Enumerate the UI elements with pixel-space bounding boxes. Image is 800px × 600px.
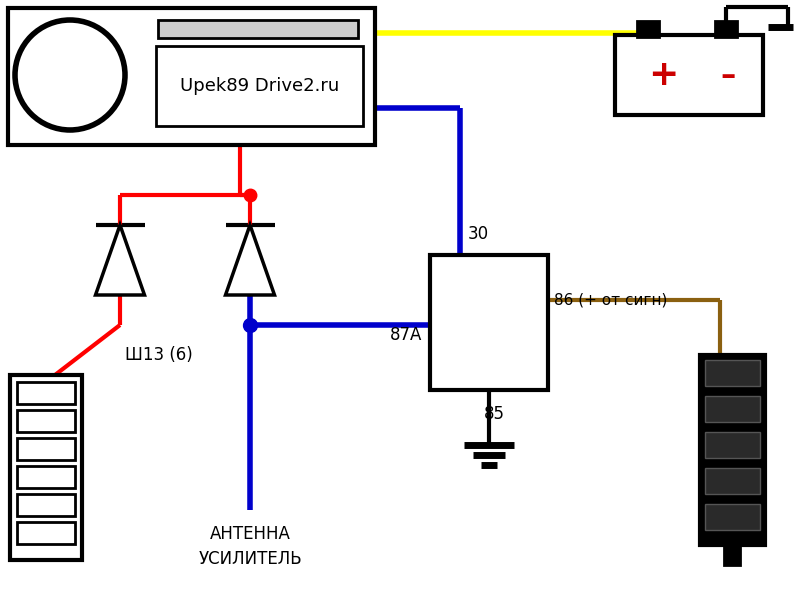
- Text: АНТЕННА
УСИЛИТЕЛЬ: АНТЕННА УСИЛИТЕЛЬ: [198, 525, 302, 568]
- Text: Upek89 Drive2.ru: Upek89 Drive2.ru: [180, 77, 340, 95]
- Bar: [705, 468, 760, 494]
- Bar: [17, 494, 75, 516]
- Bar: [637, 21, 659, 37]
- Bar: [705, 504, 760, 530]
- Bar: [705, 432, 760, 458]
- Bar: [705, 396, 760, 422]
- Text: Ш13 (6): Ш13 (6): [125, 346, 193, 364]
- Bar: [8, 8, 375, 145]
- Bar: [715, 21, 737, 37]
- Bar: [156, 46, 363, 126]
- Bar: [17, 410, 75, 432]
- Bar: [10, 375, 82, 560]
- Bar: [17, 466, 75, 488]
- Polygon shape: [226, 225, 274, 295]
- Bar: [17, 382, 75, 404]
- Polygon shape: [95, 225, 145, 295]
- Bar: [724, 545, 740, 565]
- Text: 30: 30: [468, 225, 489, 243]
- Bar: [705, 360, 760, 386]
- Text: 86 (+ от сигн): 86 (+ от сигн): [554, 292, 667, 307]
- Text: –: –: [720, 61, 736, 89]
- Text: +: +: [648, 58, 678, 92]
- Circle shape: [15, 20, 125, 130]
- Bar: [17, 522, 75, 544]
- Bar: [615, 35, 763, 115]
- Bar: [17, 438, 75, 460]
- Bar: [430, 255, 548, 390]
- Text: 85: 85: [483, 405, 505, 423]
- Bar: [700, 355, 765, 545]
- Bar: [158, 20, 358, 38]
- Text: 87А: 87А: [390, 326, 422, 344]
